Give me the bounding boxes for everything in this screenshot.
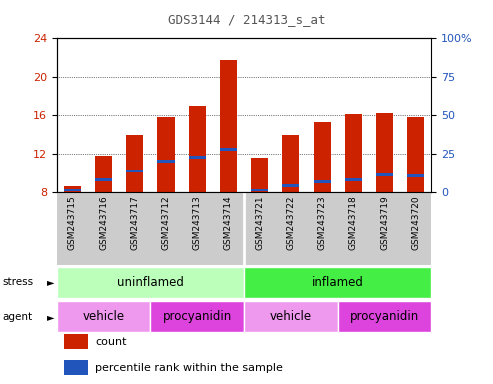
Text: GDS3144 / 214313_s_at: GDS3144 / 214313_s_at [168, 13, 325, 26]
Text: GSM243717: GSM243717 [130, 196, 139, 250]
Bar [220, 149, 237, 151]
Bar [345, 178, 362, 181]
Bar [126, 170, 143, 172]
Bar [244, 267, 431, 298]
Text: GSM243718: GSM243718 [349, 196, 358, 250]
Text: GSM243719: GSM243719 [380, 196, 389, 250]
Bar [244, 301, 338, 332]
Text: vehicle: vehicle [270, 310, 312, 323]
Bar [157, 160, 175, 163]
Text: GSM243714: GSM243714 [224, 196, 233, 250]
Text: percentile rank within the sample: percentile rank within the sample [95, 362, 283, 373]
Text: GSM243715: GSM243715 [68, 196, 77, 250]
Text: GSM243716: GSM243716 [99, 196, 108, 250]
Bar [189, 106, 206, 192]
Text: stress: stress [2, 277, 34, 287]
Bar [64, 189, 81, 192]
Bar [338, 301, 431, 332]
Bar [95, 178, 112, 181]
Text: GSM243720: GSM243720 [411, 196, 420, 250]
Text: GSM243713: GSM243713 [193, 196, 202, 250]
Bar [251, 158, 268, 192]
Text: GSM243721: GSM243721 [255, 196, 264, 250]
Bar [282, 136, 299, 192]
Text: vehicle: vehicle [82, 310, 125, 323]
Bar [64, 334, 88, 349]
Bar [407, 174, 424, 177]
Bar [64, 186, 81, 192]
Text: procyanidin: procyanidin [163, 310, 232, 323]
Bar [345, 114, 362, 192]
Bar [314, 122, 331, 192]
Bar [314, 180, 331, 183]
Bar [220, 60, 237, 192]
Text: GSM243723: GSM243723 [317, 196, 326, 250]
Text: GSM243712: GSM243712 [162, 196, 171, 250]
Bar [150, 301, 244, 332]
Text: count: count [95, 337, 127, 347]
Bar [95, 156, 112, 192]
Bar [64, 360, 88, 375]
Text: procyanidin: procyanidin [350, 310, 419, 323]
Text: uninflamed: uninflamed [117, 276, 184, 289]
Text: ►: ► [47, 277, 54, 287]
Bar [282, 184, 299, 187]
Bar [126, 136, 143, 192]
Text: ►: ► [47, 312, 54, 322]
Bar [157, 117, 175, 192]
Bar [57, 267, 244, 298]
Bar [57, 301, 150, 332]
Text: GSM243722: GSM243722 [286, 196, 295, 250]
Bar [376, 113, 393, 192]
Bar [251, 189, 268, 192]
Bar [407, 117, 424, 192]
Text: inflamed: inflamed [312, 276, 364, 289]
Bar [189, 156, 206, 159]
Text: agent: agent [2, 312, 33, 322]
Bar [376, 174, 393, 176]
